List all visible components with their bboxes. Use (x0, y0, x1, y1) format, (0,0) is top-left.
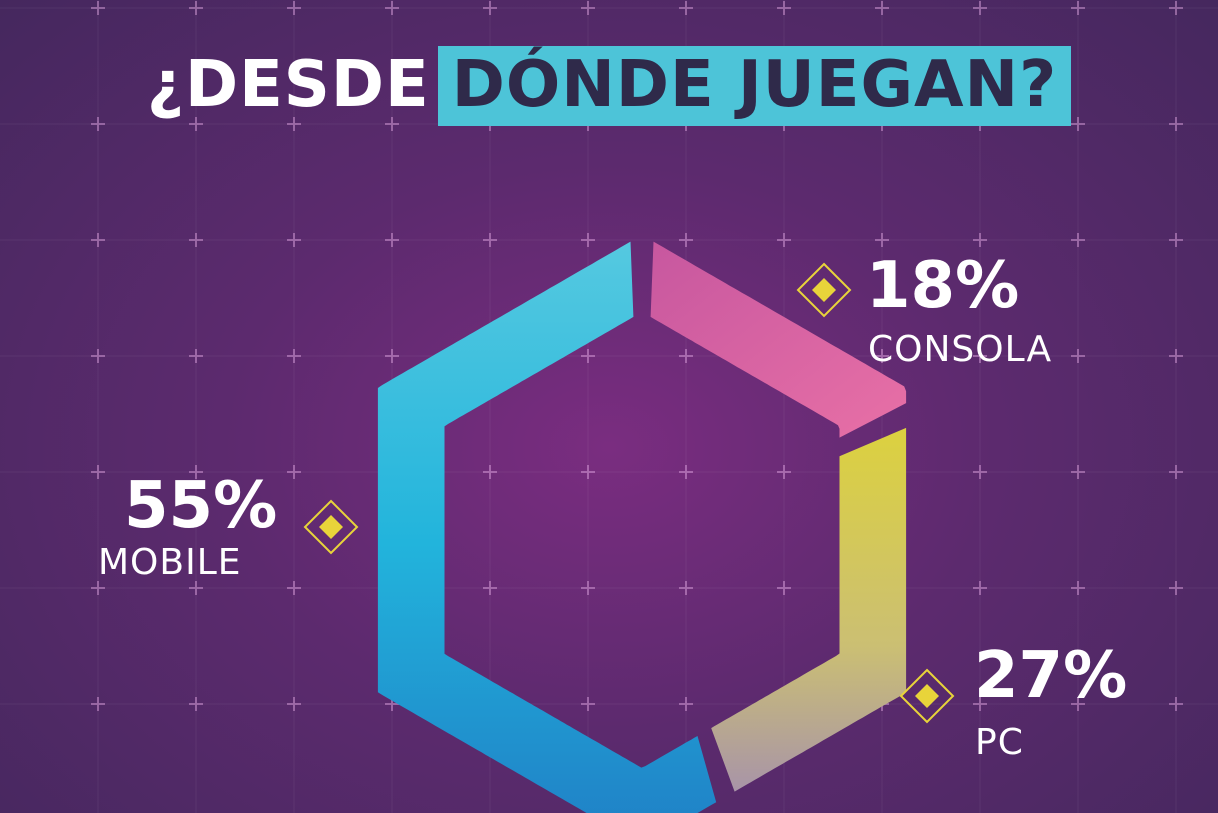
donut-segment-mobile (377, 241, 717, 813)
consola-category-label: CONSOLA (868, 329, 1053, 370)
donut-segment-pc (711, 427, 907, 792)
donut-segment-consola (650, 241, 907, 438)
pc-value-label: 27% (974, 639, 1128, 713)
title-part2-highlighted: DÓNDE JUEGAN? (437, 46, 1072, 126)
mobile-diamond-marker (303, 499, 359, 555)
consola-diamond-marker (796, 262, 852, 318)
title-part1: ¿DESDE (146, 48, 430, 122)
consola-value-label: 18% (866, 249, 1020, 323)
mobile-value-label: 55% (124, 469, 278, 543)
chart-title: ¿DESDE DÓNDE JUEGAN? (0, 46, 1218, 126)
pc-diamond-marker (899, 668, 955, 724)
pc-category-label: PC (975, 722, 1024, 763)
mobile-category-label: MOBILE (98, 542, 242, 583)
